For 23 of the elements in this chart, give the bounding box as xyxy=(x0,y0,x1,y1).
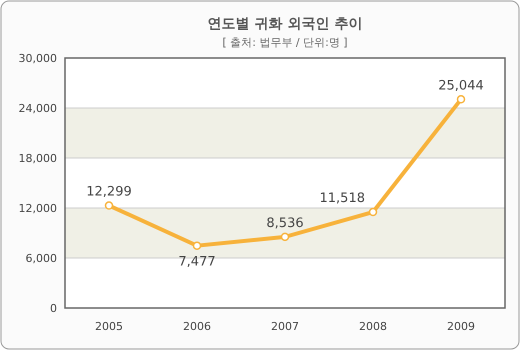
chart-title: 연도별 귀화 외국인 추이 xyxy=(208,16,362,32)
point xyxy=(104,201,114,210)
y-tick-label: 24,000 xyxy=(18,102,57,115)
data-label: 25,044 xyxy=(438,78,484,94)
y-tick-label: 12,000 xyxy=(18,202,57,215)
point xyxy=(456,95,466,104)
x-tick-label: 2008 xyxy=(359,320,387,333)
chart-subtitle: [ 출처: 법무부 / 단위:명 ] xyxy=(222,36,348,49)
point xyxy=(192,241,202,250)
data-label: 11,518 xyxy=(320,191,365,206)
point xyxy=(368,208,378,216)
x-tick-label: 2009 xyxy=(447,320,475,333)
data-label: 7,477 xyxy=(178,254,216,270)
data-label: 8,536 xyxy=(266,216,304,231)
data-label: 12,299 xyxy=(86,184,132,200)
point xyxy=(280,232,290,242)
y-tick-label: 6,000 xyxy=(26,252,57,265)
y-tick-label: 18,000 xyxy=(18,152,57,165)
y-tick-label: 0 xyxy=(50,302,57,315)
x-tick-label: 2005 xyxy=(95,320,123,333)
x-tick-label: 2007 xyxy=(271,320,299,333)
y-tick-label: 30,000 xyxy=(18,52,57,65)
x-tick-label: 2006 xyxy=(183,320,211,333)
